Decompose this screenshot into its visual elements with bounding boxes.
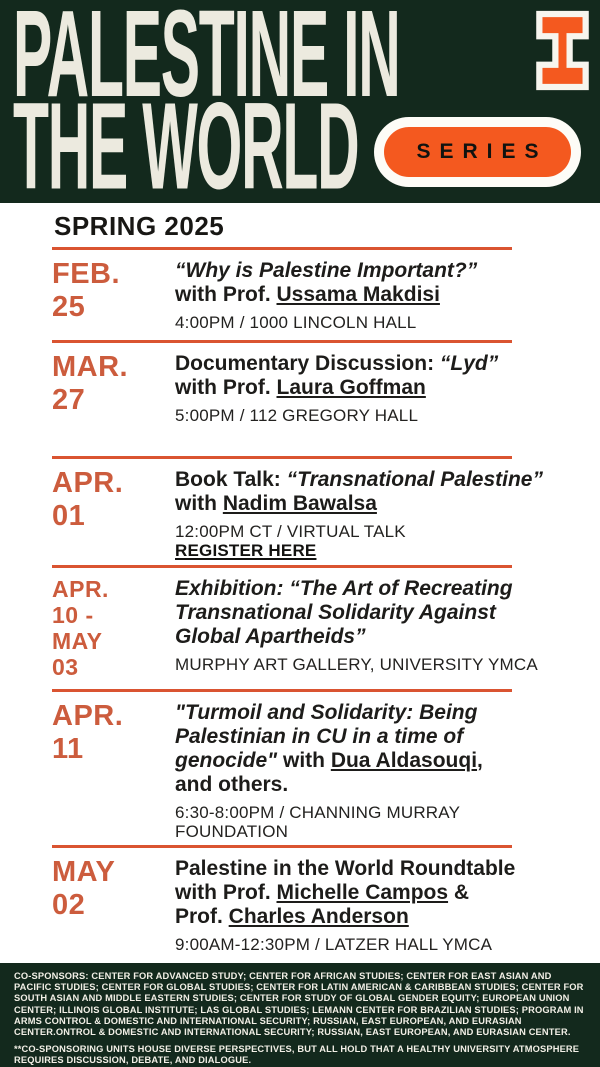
event-title-text: Book Talk: [175,468,287,491]
event-row: APR. 10 - MAY 03 Exhibition: “The Art of… [52,568,555,689]
divider [52,565,512,568]
event-title-text: “Transnational Palestine” [286,468,543,491]
event-date: APR. 01 [52,467,124,532]
speaker-name: Dua Aldasouqi [330,749,478,772]
speaker-name: Michelle Campos [276,881,449,904]
event-title-text: Exhibition: “The Art of Recreating Trans… [175,577,513,648]
event-details: 5:00PM / 112 GREGORY HALL [175,406,555,425]
event-title-text: “Lyd” [439,352,499,375]
event-date: APR. 10 - MAY 03 [52,576,109,680]
event-body: Book Talk: “Transnational Palestine” wit… [175,467,555,565]
event-time-location: 6:30-8:00PM / CHANNING MURRAY FOUNDATION [175,803,461,841]
series-label: SERIES [416,140,548,163]
event-details: 4:00PM / 1000 LINCOLN HALL [175,313,555,332]
poster-title-line2: THE WORLD [13,77,360,203]
speaker-name: Charles Anderson [228,905,409,928]
event-details: MURPHY ART GALLERY, UNIVERSITY YMCA [175,655,555,674]
event-details: 6:30-8:00PM / CHANNING MURRAY FOUNDATION [175,803,555,841]
poster-title-line1: PALESTINE IN [13,0,401,124]
divider [52,689,512,692]
event-body: Exhibition: “The Art of Recreating Trans… [175,576,555,689]
event-date: MAY 02 [52,856,116,921]
event-row: FEB. 25 “Why is Palestine Important?” wi… [52,250,555,340]
event-title-text: with Prof. [175,376,271,399]
event-row: APR. 11 "Turmoil and Solidarity: Being P… [52,692,555,845]
event-list: FEB. 25 “Why is Palestine Important?” wi… [52,250,555,962]
event-title: Documentary Discussion: “Lyd” with Prof.… [175,352,555,400]
poster-footer: CO-SPONSORS: CENTER FOR ADVANCED STUDY; … [0,963,600,1067]
event-title: "Turmoil and Solidarity: Being Palestini… [175,701,555,797]
speaker-name: Ussama Makdisi [276,283,440,306]
event-row: MAY 02 Palestine in the World Roundtable… [52,848,555,962]
event-time-location: 12:00PM CT / VIRTUAL TALK [175,522,406,541]
event-title: “Why is Palestine Important?” with Prof.… [175,259,555,307]
event-details: 9:00AM-12:30PM / LATZER HALL YMCA [175,935,555,954]
event-title-text: "Turmoil and Solidarity: Being Palestini… [175,701,478,772]
event-body: "Turmoil and Solidarity: Being Palestini… [175,700,555,845]
poster-title: PALESTINE IN THE WORLD [13,0,401,203]
event-row: MAR. 27 Documentary Discussion: “Lyd” wi… [52,343,555,456]
speaker-name: Laura Goffman [276,376,426,399]
event-date: FEB. 25 [52,258,121,323]
cosponsors-text: CO-SPONSORS: CENTER FOR ADVANCED STUDY; … [14,971,584,1038]
footer-note: **CO-SPONSORING UNITS HOUSE DIVERSE PERS… [14,1044,580,1066]
event-date: MAR. 27 [52,351,129,416]
event-time-location: 4:00PM / 1000 LINCOLN HALL [175,313,417,332]
series-badge-pill: SERIES [384,127,571,177]
event-body: “Why is Palestine Important?” with Prof.… [175,258,555,340]
divider [52,456,512,459]
event-title-text: with Prof. [175,283,271,306]
event-body: Palestine in the World Roundtable with P… [175,856,555,962]
event-title-text: with [175,492,217,515]
register-link[interactable]: REGISTER HERE [175,541,317,560]
divider [52,845,512,848]
event-title: Book Talk: “Transnational Palestine” wit… [175,468,555,516]
event-time-location: 5:00PM / 112 GREGORY HALL [175,406,419,425]
divider [52,340,512,343]
divider [52,247,512,250]
event-date: APR. 11 [52,700,124,765]
event-title-text: & Prof. [175,881,470,928]
event-time-location: 9:00AM-12:30PM / LATZER HALL YMCA [175,935,493,954]
event-time-location: MURPHY ART GALLERY, UNIVERSITY YMCA [175,655,538,674]
event-title: Exhibition: “The Art of Recreating Trans… [175,577,555,649]
event-title: Palestine in the World Roundtable with P… [175,857,555,929]
series-badge: SERIES [374,117,581,187]
event-title-text: “Why is Palestine Important?” [175,259,478,282]
event-row: APR. 01 Book Talk: “Transnational Palest… [52,459,555,565]
event-body: Documentary Discussion: “Lyd” with Prof.… [175,351,555,456]
event-title-text: Palestine in the World Roundtable with P… [175,857,516,904]
events-section: SPRING 2025 FEB. 25 “Why is Palestine Im… [0,212,600,962]
event-title-text: with [282,749,331,772]
season-heading: SPRING 2025 [54,211,225,241]
event-details: 12:00PM CT / VIRTUAL TALK REGISTER HERE [175,522,555,560]
poster-header: PALESTINE IN THE WORLD SERIES [0,0,600,203]
illinois-block-i-logo [536,10,589,91]
speaker-name: Nadim Bawalsa [222,492,377,515]
event-title-text: , and others. [175,749,483,796]
event-title-text: Documentary Discussion: [175,352,440,375]
